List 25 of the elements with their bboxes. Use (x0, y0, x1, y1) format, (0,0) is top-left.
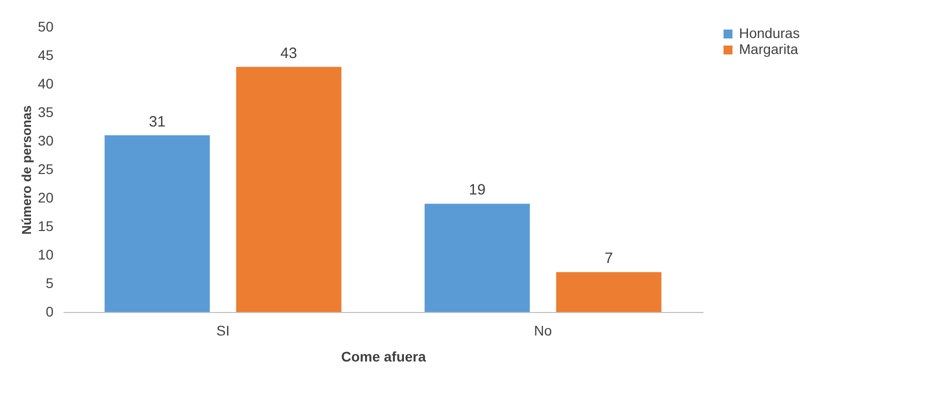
y-tick-label: 25 (38, 161, 54, 177)
y-tick-label: 10 (38, 246, 54, 262)
y-tick-label: 40 (38, 76, 54, 92)
legend-label: Margarita (739, 41, 798, 57)
y-tick-label: 45 (38, 47, 54, 63)
x-tick-label: No (534, 322, 552, 338)
y-tick-label: 0 (46, 304, 54, 320)
x-axis-title: Come afuera (341, 348, 426, 364)
y-tick-label: 5 (46, 275, 54, 291)
bar (104, 135, 210, 312)
y-tick-label: 50 (38, 18, 54, 34)
y-tick-label: 20 (38, 190, 54, 206)
bar (236, 66, 342, 312)
y-axis-title: Número de personas (18, 105, 34, 235)
x-tick-label: SI (216, 322, 230, 338)
data-label: 31 (148, 113, 166, 130)
legend-label: Honduras (739, 25, 800, 41)
data-label: 7 (604, 250, 613, 268)
bar (556, 272, 662, 312)
y-tick-label: 35 (38, 104, 54, 120)
data-label: 43 (280, 44, 298, 62)
y-tick-label: 30 (38, 132, 54, 148)
bar (424, 204, 530, 312)
y-tick-label: 15 (38, 218, 54, 234)
data-label: 19 (468, 182, 486, 199)
